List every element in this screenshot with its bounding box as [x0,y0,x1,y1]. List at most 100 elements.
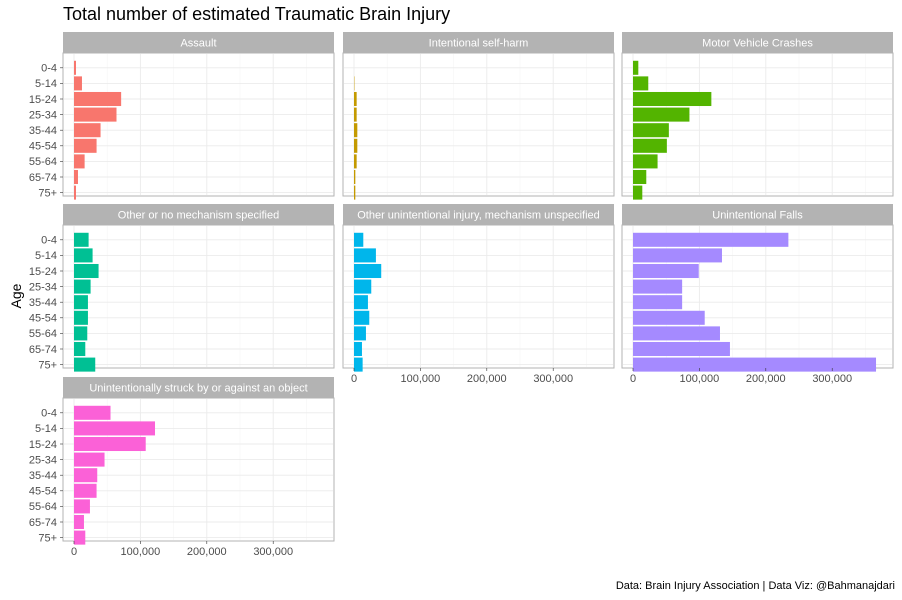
bar-other-or-no-mechanism-specified-5-14 [74,248,93,263]
bar-intentional-self-harm-25-34 [354,107,357,122]
facet-label: Intentional self-harm [429,38,529,50]
bar-unintentional-falls-55-64 [633,326,720,341]
x-tick-label: 300,000 [533,373,573,385]
chart-caption: Data: Brain Injury Association | Data Vi… [615,580,895,592]
bar-unintentional-falls-65-74 [633,341,730,357]
y-tick-label: 65-74 [29,172,57,184]
bar-motor-vehicle-crashes-5-14 [633,76,649,91]
bar-other-unintentional-injury-mechanism-unspecified-0-4 [354,232,364,247]
bar-unintentional-falls-5-14 [633,248,722,263]
bar-other-unintentional-injury-mechanism-unspecified-75 [354,357,363,372]
y-tick-label: 75+ [38,187,57,199]
y-tick-label: 25-34 [29,454,57,466]
y-tick-label: 0-4 [41,408,57,420]
bar-intentional-self-harm-75 [354,185,356,200]
bar-other-unintentional-injury-mechanism-unspecified-25-34 [354,279,372,294]
y-tick-label: 55-64 [29,328,57,340]
bar-assault-65-74 [74,169,78,185]
bar-unintentional-falls-45-54 [633,310,705,325]
y-tick-label: 5-14 [35,78,57,90]
bar-intentional-self-harm-65-74 [354,169,356,185]
x-tick-label: 300,000 [812,373,852,385]
y-tick-label: 0-4 [41,235,57,247]
facet-strip [622,32,893,53]
bar-other-unintentional-injury-mechanism-unspecified-45-54 [354,310,370,325]
x-tick-label: 200,000 [187,546,227,558]
y-tick-label: 55-64 [29,501,57,513]
bar-assault-55-64 [74,154,85,169]
bar-other-or-no-mechanism-specified-35-44 [74,295,88,310]
bar-assault-15-24 [74,91,122,107]
x-tick-label: 200,000 [467,373,507,385]
facet-label: Unintentionally struck by or against an … [89,383,307,395]
bar-unintentionally-struck-by-or-against-an-object-25-34 [74,452,105,467]
bar-motor-vehicle-crashes-65-74 [633,169,647,185]
bar-unintentional-falls-35-44 [633,295,683,310]
facet-strip [63,32,334,53]
y-tick-label: 55-64 [29,156,57,168]
y-tick-label: 75+ [38,532,57,544]
bar-unintentionally-struck-by-or-against-an-object-45-54 [74,483,97,498]
y-tick-label: 45-54 [29,313,57,325]
x-tick-label: 300,000 [253,546,293,558]
y-tick-label: 65-74 [29,517,57,529]
bar-other-or-no-mechanism-specified-25-34 [74,279,91,294]
facet-strip [343,32,614,53]
bar-other-unintentional-injury-mechanism-unspecified-15-24 [354,263,382,279]
bar-other-unintentional-injury-mechanism-unspecified-35-44 [354,295,368,310]
facet-label: Unintentional Falls [712,210,803,222]
bar-other-unintentional-injury-mechanism-unspecified-65-74 [354,341,362,357]
y-tick-label: 35-44 [29,297,57,309]
y-tick-label: 5-14 [35,250,57,262]
x-tick-label: 0 [630,373,636,385]
bar-intentional-self-harm-35-44 [354,123,358,138]
bar-unintentionally-struck-by-or-against-an-object-0-4 [74,405,111,420]
chart-title: Total number of estimated Traumatic Brai… [63,4,451,24]
x-tick-label: 0 [71,546,77,558]
bar-unintentionally-struck-by-or-against-an-object-15-24 [74,436,146,452]
bar-other-or-no-mechanism-specified-45-54 [74,310,88,325]
facet-label: Other unintentional injury, mechanism un… [357,210,600,222]
panel-background [342,52,615,197]
y-tick-label: 0-4 [41,63,57,75]
bar-assault-45-54 [74,138,97,153]
bar-motor-vehicle-crashes-15-24 [633,91,712,107]
y-tick-label: 45-54 [29,486,57,498]
bar-motor-vehicle-crashes-45-54 [633,138,667,153]
x-tick-label: 100,000 [680,373,720,385]
bar-assault-5-14 [74,76,82,91]
bar-motor-vehicle-crashes-75 [633,185,643,200]
panel-background [62,52,335,197]
y-tick-label: 25-34 [29,281,57,293]
x-tick-label: 100,000 [401,373,441,385]
facet-strip [63,204,334,225]
bar-motor-vehicle-crashes-0-4 [633,60,639,75]
bar-unintentional-falls-15-24 [633,263,699,279]
bar-motor-vehicle-crashes-55-64 [633,154,658,169]
y-tick-label: 25-34 [29,109,57,121]
bar-other-or-no-mechanism-specified-55-64 [74,326,88,341]
facet-strip [622,204,893,225]
x-tick-label: 0 [351,373,357,385]
bar-unintentionally-struck-by-or-against-an-object-75 [74,530,86,545]
bar-assault-35-44 [74,123,101,138]
bar-unintentional-falls-25-34 [633,279,683,294]
bar-unintentional-falls-0-4 [633,232,789,247]
facet-label: Assault [180,38,216,50]
y-tick-label: 45-54 [29,141,57,153]
x-tick-label: 200,000 [746,373,786,385]
bar-assault-0-4 [74,60,76,75]
facet-label: Motor Vehicle Crashes [702,38,813,50]
bar-intentional-self-harm-55-64 [354,154,357,169]
bar-assault-75 [74,185,76,200]
facet-strip [63,377,334,398]
bar-intentional-self-harm-45-54 [354,138,358,153]
x-tick-label: 100,000 [121,546,161,558]
bar-motor-vehicle-crashes-25-34 [633,107,690,122]
y-tick-label: 35-44 [29,470,57,482]
bar-unintentionally-struck-by-or-against-an-object-65-74 [74,514,84,530]
bar-unintentionally-struck-by-or-against-an-object-35-44 [74,468,98,483]
bar-unintentionally-struck-by-or-against-an-object-5-14 [74,421,156,436]
y-tick-label: 15-24 [29,94,57,106]
